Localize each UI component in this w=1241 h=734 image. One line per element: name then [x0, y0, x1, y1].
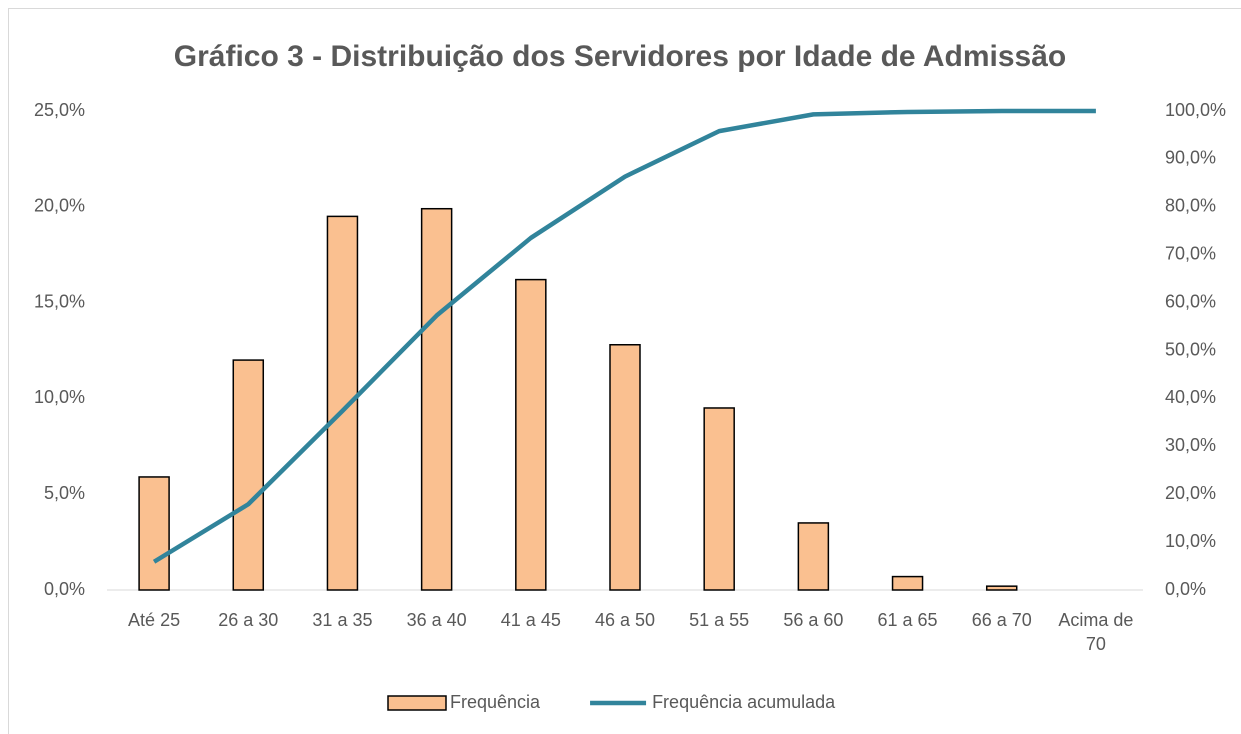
- y2-tick-label: 60,0%: [1165, 291, 1216, 311]
- line: [152, 108, 1096, 564]
- y-tick-label: 10,0%: [34, 387, 85, 407]
- x-tick-label: 66 a 70: [971, 610, 1032, 630]
- y-tick-label: 0,0%: [44, 579, 85, 599]
- y2-tick-label: 70,0%: [1165, 243, 1216, 263]
- y-tick-label: 25,0%: [34, 100, 85, 120]
- bar: [326, 215, 359, 591]
- y-tick-label: 20,0%: [34, 196, 85, 216]
- y-tick-label: 15,0%: [34, 291, 85, 311]
- y2-tick-label: 10,0%: [1165, 531, 1216, 551]
- bar: [797, 522, 830, 591]
- x-tick-label: 41 a 45: [500, 610, 561, 630]
- x-tick-label: 61 a 65: [877, 610, 938, 630]
- bar: [515, 278, 547, 591]
- x-tick-label: Até 25: [128, 610, 181, 630]
- legend-label: Frequência acumulada: [652, 692, 836, 712]
- y-tick-label: 5,0%: [44, 483, 85, 503]
- chart-title: Gráfico 3 - Distribuição dos Servidores …: [174, 40, 1066, 73]
- x-tick-label: 51 a 55: [689, 610, 750, 630]
- y2-tick-label: 90,0%: [1165, 148, 1216, 168]
- chart-border: [8, 8, 1241, 734]
- x-tick-label: 31 a 35: [312, 610, 373, 630]
- x-tick-label: Acima de 70: [1058, 610, 1134, 654]
- y2-tick-label: 100,0%: [1165, 100, 1226, 120]
- bar: [232, 359, 265, 591]
- x-tick-label: 36 a 40: [406, 610, 467, 630]
- y2-tick-label: 30,0%: [1165, 435, 1216, 455]
- x-tick-label: 56 a 60: [783, 610, 844, 630]
- bar: [891, 575, 924, 591]
- y2-tick-label: 20,0%: [1165, 483, 1216, 503]
- y2-tick-label: 50,0%: [1165, 339, 1216, 359]
- legend-label: Frequência: [450, 692, 541, 712]
- bar: [420, 207, 453, 591]
- y2-tick-label: 80,0%: [1165, 196, 1216, 216]
- x-tick-label: 46 a 50: [594, 610, 656, 630]
- x-tick-label: 26 a 30: [218, 610, 279, 630]
- legend-swatch: [387, 695, 447, 711]
- bar: [985, 585, 1018, 591]
- bar: [138, 476, 170, 591]
- bar: [609, 344, 641, 591]
- y2-tick-label: 0,0%: [1165, 579, 1206, 599]
- y2-tick-label: 40,0%: [1165, 387, 1216, 407]
- bar: [703, 407, 735, 591]
